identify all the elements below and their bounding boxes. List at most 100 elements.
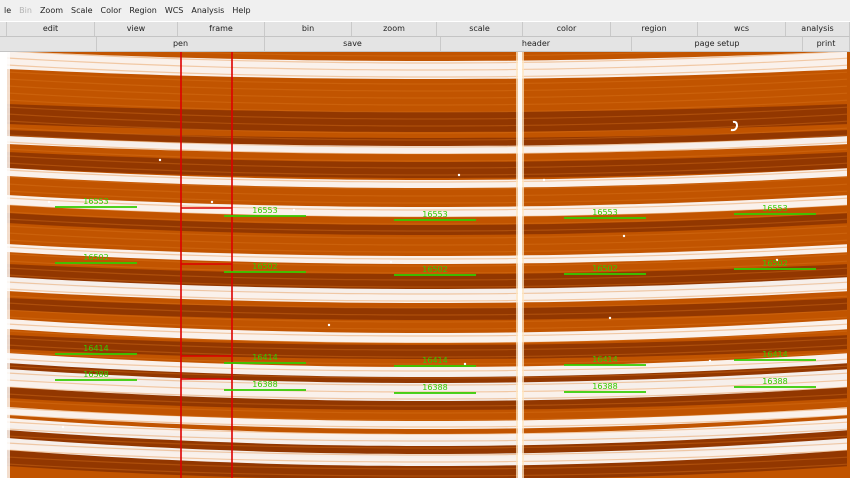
- cosmic-ray-speck: [775, 258, 779, 262]
- spectral-texture-line: [7, 239, 847, 253]
- spectral-texture-line: [7, 92, 847, 106]
- button-zoom[interactable]: zoom: [352, 22, 437, 36]
- menu-item-scale[interactable]: Scale: [71, 6, 93, 15]
- region-label: 16553: [762, 204, 787, 213]
- spectral-texture-line: [7, 106, 847, 120]
- cosmic-ray-speck: [608, 316, 612, 320]
- spectral-texture-line: [7, 421, 847, 435]
- spectral-texture-line: [7, 204, 847, 218]
- spectral-texture-line: [7, 225, 847, 239]
- spectral-order-band: [7, 168, 847, 188]
- button-print[interactable]: print: [803, 37, 850, 51]
- button-save[interactable]: save: [265, 37, 441, 51]
- spectral-texture-line: [7, 120, 847, 134]
- region-label: 16388: [422, 383, 447, 392]
- button-wcs[interactable]: wcs: [698, 22, 786, 36]
- cosmic-ray-speck: [622, 234, 626, 238]
- button-header[interactable]: header: [441, 37, 632, 51]
- button-bar-spacer: [0, 37, 97, 51]
- spectral-texture-line: [7, 64, 847, 78]
- cosmic-ray-speck: [327, 323, 331, 327]
- button-region[interactable]: region: [611, 22, 698, 36]
- region-label: 16502: [422, 265, 447, 274]
- region-label: 16414: [252, 353, 277, 362]
- spectral-texture-line: [7, 372, 847, 386]
- spectral-order-band: [7, 52, 847, 79]
- region-label: 16388: [592, 382, 617, 391]
- cosmic-ray-speck: [292, 208, 296, 212]
- spectral-texture-line: [7, 302, 847, 316]
- spectral-texture-line: [7, 57, 847, 71]
- button-bar-main: edit view frame bin zoom scale color region wcs a…: [0, 22, 850, 37]
- spectral-texture-line: [7, 176, 847, 190]
- spectral-texture-line: [7, 85, 847, 99]
- spectral-texture-line: [7, 127, 847, 141]
- menu-item-wcs[interactable]: WCS: [164, 6, 184, 15]
- button-edit[interactable]: edit: [7, 22, 95, 36]
- region-label: 16388: [83, 370, 108, 379]
- spectral-order-band: [7, 418, 847, 446]
- button-frame[interactable]: frame: [178, 22, 265, 36]
- spectral-texture-line: [7, 113, 847, 127]
- menu-item-color[interactable]: Color: [100, 6, 122, 15]
- spectral-texture-line: [7, 218, 847, 232]
- spectral-order-band: [7, 298, 847, 320]
- spectral-texture-line: [7, 78, 847, 92]
- spectral-texture-line: [7, 330, 847, 344]
- spectral-texture-line: [7, 344, 847, 358]
- spectral-texture-line: [7, 316, 847, 330]
- spectral-texture-line: [7, 456, 847, 470]
- spectral-order-band: [7, 369, 847, 401]
- menu-item-region[interactable]: Region: [129, 6, 157, 15]
- spectral-texture-line: [7, 449, 847, 463]
- cosmic-ray-speck: [61, 425, 65, 429]
- region-label: 16502: [592, 264, 617, 273]
- spectral-texture-line: [7, 386, 847, 400]
- button-scale[interactable]: scale: [437, 22, 523, 36]
- spectral-texture-line: [7, 407, 847, 421]
- spectral-texture-line: [7, 141, 847, 155]
- menu-bar: le Bin Zoom Scale Color Region WCS Analysis Help: [0, 0, 850, 21]
- spectral-texture-line: [7, 162, 847, 176]
- region-label: 16414: [83, 344, 108, 353]
- spectral-texture-line: [7, 246, 847, 260]
- spectral-texture-line: [7, 232, 847, 246]
- spectral-texture-line: [7, 428, 847, 442]
- region-label: 16388: [252, 380, 277, 389]
- cosmic-ray-speck: [389, 260, 393, 264]
- spectral-texture-line: [7, 260, 847, 274]
- button-view[interactable]: view: [95, 22, 178, 36]
- image-display[interactable]: 16553 16553 16553 16553 16553 16502 16502 16502…: [7, 52, 850, 478]
- spectrum-image[interactable]: 16553 16553 16553 16553 16553 16502 16502 16502…: [7, 52, 850, 478]
- region-label: 16553: [422, 210, 447, 219]
- button-page-setup[interactable]: page setup: [632, 37, 803, 51]
- button-bin[interactable]: bin: [265, 22, 352, 36]
- button-analysis[interactable]: analysis: [786, 22, 850, 36]
- button-pen[interactable]: pen: [97, 37, 265, 51]
- region-label: 16502: [762, 259, 787, 268]
- spectral-texture-line: [7, 309, 847, 323]
- spectral-texture-line: [167, 52, 690, 57]
- spectral-order-band: [7, 277, 847, 303]
- menu-item-le[interactable]: le: [4, 6, 12, 15]
- spectral-texture-line: [7, 267, 847, 281]
- menu-item-bin[interactable]: Bin: [19, 6, 32, 15]
- menu-item-analysis[interactable]: Analysis: [191, 6, 225, 15]
- cosmic-ray-speck: [708, 359, 712, 363]
- button-bar-spacer: [0, 22, 7, 36]
- region-label: 16414: [592, 355, 617, 364]
- emission-line-core: [518, 52, 522, 478]
- spectral-texture-line: [7, 295, 847, 309]
- button-color[interactable]: color: [523, 22, 611, 36]
- menu-item-zoom[interactable]: Zoom: [39, 6, 63, 15]
- spectral-texture-line: [7, 211, 847, 225]
- spectral-texture-line: [7, 71, 847, 85]
- cosmic-ray-speck: [158, 158, 162, 162]
- spectral-order-band: [7, 438, 847, 466]
- menu-item-help[interactable]: Help: [232, 6, 251, 15]
- detector-edge: [7, 52, 10, 478]
- spectral-texture-line: [7, 169, 847, 183]
- cosmic-ray-speck: [457, 173, 461, 177]
- spectral-order-band: [7, 353, 847, 377]
- region-label: 16553: [592, 208, 617, 217]
